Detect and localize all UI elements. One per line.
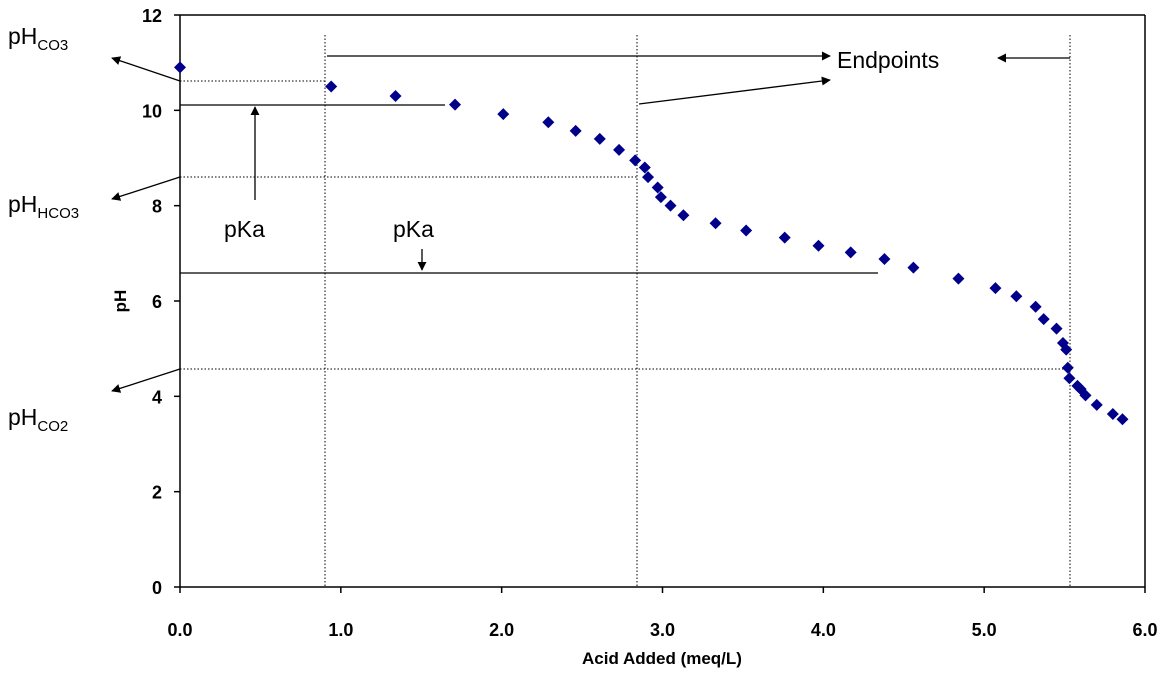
y-tick-label: 2 [152,483,162,503]
data-point [878,253,891,266]
data-point [844,246,857,259]
y-tick-label: 8 [152,197,162,217]
data-point [664,199,677,212]
data-point [613,143,626,156]
x-tick-label: 5.0 [972,620,997,640]
ticks: 0.0 1.0 2.0 3.0 4.0 5.0 6.0 0 2 4 6 8 10 12 [142,6,1158,640]
data-point [174,61,186,74]
x-tick-label: 6.0 [1132,620,1157,640]
ph-co2-main: pH [8,404,37,430]
endpoints-label: Endpoints [837,47,939,73]
data-point [907,261,920,274]
y-axis-title: pH [111,290,130,313]
data-point [569,124,582,137]
data-point [542,116,555,129]
y-tick-label: 12 [142,6,162,26]
y-tick-label: 6 [152,292,162,312]
data-point [1106,407,1119,420]
y-tick-label: 0 [152,578,162,598]
data-point [449,98,462,111]
ph-co3-sub: CO3 [37,37,68,54]
data-point [654,191,667,204]
data-points [174,61,1129,426]
axis-titles: Acid Added (meq/L) pH [111,290,742,668]
data-point [952,272,965,285]
pka-left-label: pKa [224,216,265,242]
ph-hco3-sub: HCO3 [37,205,79,222]
data-point [651,181,664,194]
ph-hco3-main: pH [8,191,37,217]
x-tick-label: 0.0 [167,620,192,640]
ph-co2-arrow [111,368,181,393]
data-point [778,231,791,244]
data-point [812,239,825,252]
ph-co2-label: pHCO2 [8,404,68,435]
data-point [1063,372,1076,385]
x-tick-label: 1.0 [328,620,353,640]
guide-lines [180,35,1071,587]
x-tick-label: 2.0 [489,620,514,640]
data-point [1029,300,1042,313]
data-point [389,90,402,103]
data-point [709,217,722,230]
ph-co2-sub: CO2 [37,418,68,435]
data-point [1010,290,1023,303]
data-point [325,80,338,93]
data-point [1061,361,1074,374]
x-tick-label: 3.0 [650,620,675,640]
data-point [1090,398,1103,411]
data-point [497,108,510,121]
x-axis-title: Acid Added (meq/L) [582,649,742,668]
data-point [989,282,1002,295]
x-tick-label: 4.0 [811,620,836,640]
pka-center-label: pKa [393,216,434,242]
ph-co3-arrow [111,56,181,82]
data-point [638,161,651,174]
data-point [1116,413,1129,426]
y-tick-label: 4 [152,387,162,407]
ph-co3-label: pHCO3 [8,23,68,54]
data-point [1079,389,1092,402]
annotation-arrows [111,51,1070,393]
data-point [629,154,642,167]
data-point [677,209,690,222]
data-point [1060,343,1073,356]
ph-co3-main: pH [8,23,37,49]
ph-hco3-arrow [111,176,181,201]
annotations: Endpoints pKa pKa pHCO3 pHHCO3 pHCO2 [8,23,939,435]
data-point [1037,313,1050,326]
data-point [1050,322,1063,335]
ph-hco3-label: pHHCO3 [8,191,79,222]
data-point [642,171,655,184]
data-point [740,224,753,237]
endpoint-arrow-diagonal [638,76,831,105]
y-tick-label: 10 [142,101,162,121]
data-point [593,132,606,145]
